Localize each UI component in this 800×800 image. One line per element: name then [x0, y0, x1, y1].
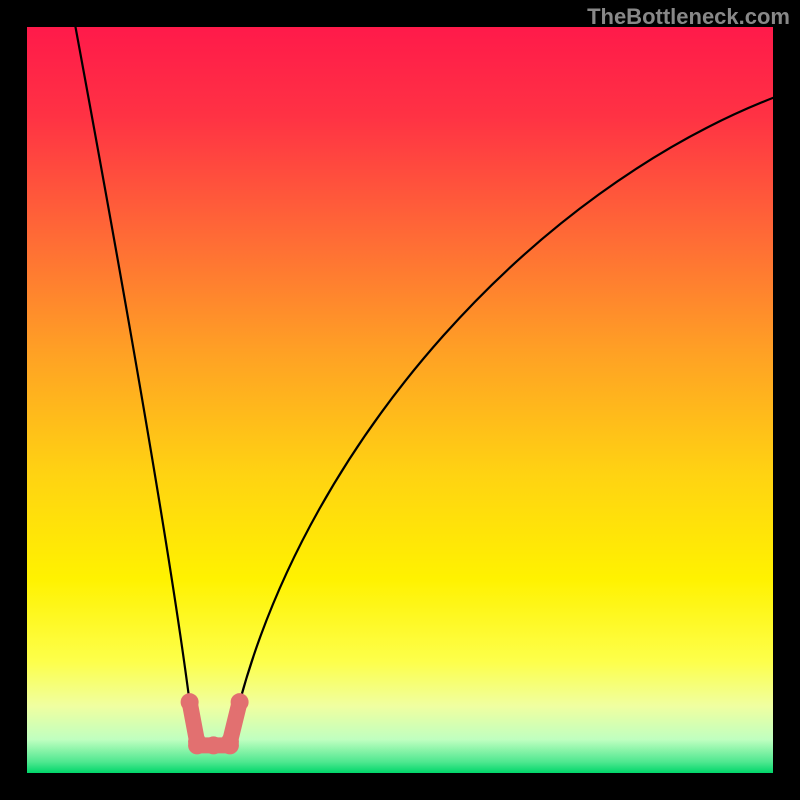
trough-dot — [181, 693, 199, 711]
valley-right-curve — [240, 98, 773, 702]
watermark-text: TheBottleneck.com — [587, 4, 790, 30]
trough-dot — [231, 693, 249, 711]
outer-frame: TheBottleneck.com — [0, 0, 800, 800]
curve-svg-layer — [27, 27, 773, 773]
trough-dot — [205, 736, 223, 754]
trough-dot — [221, 736, 239, 754]
plot-area — [27, 27, 773, 773]
valley-left-curve — [75, 27, 189, 702]
trough-dot — [188, 736, 206, 754]
